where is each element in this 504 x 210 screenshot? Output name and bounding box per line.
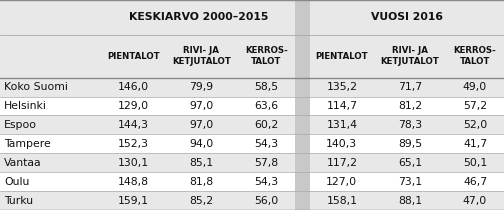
Bar [0, 0, 504, 35]
Text: 73,1: 73,1 [398, 177, 422, 187]
Text: 152,3: 152,3 [118, 139, 149, 149]
Bar [0, 191, 504, 210]
Text: 65,1: 65,1 [398, 158, 422, 168]
Text: PIENTALOT: PIENTALOT [107, 52, 160, 61]
Bar [0, 78, 504, 97]
Text: 89,5: 89,5 [398, 139, 422, 149]
Text: Helsinki: Helsinki [4, 101, 47, 111]
Text: 159,1: 159,1 [118, 196, 149, 206]
Text: 85,1: 85,1 [189, 158, 213, 168]
Text: 46,7: 46,7 [463, 177, 487, 187]
Text: Espoo: Espoo [4, 120, 37, 130]
Text: 57,8: 57,8 [255, 158, 279, 168]
Text: 148,8: 148,8 [118, 177, 149, 187]
Text: Vantaa: Vantaa [4, 158, 42, 168]
Bar [0, 97, 504, 116]
Text: KESKIARVO 2000–2015: KESKIARVO 2000–2015 [129, 12, 268, 22]
Text: 81,2: 81,2 [398, 101, 422, 111]
Text: 117,2: 117,2 [326, 158, 357, 168]
Text: 114,7: 114,7 [326, 101, 357, 111]
Text: 41,7: 41,7 [463, 139, 487, 149]
Text: 135,2: 135,2 [326, 82, 357, 92]
Text: 78,3: 78,3 [398, 120, 422, 130]
Bar [295, 191, 310, 210]
Text: 47,0: 47,0 [463, 196, 487, 206]
Text: 56,0: 56,0 [255, 196, 279, 206]
Text: 144,3: 144,3 [118, 120, 149, 130]
Bar [295, 134, 310, 153]
Bar [0, 134, 504, 153]
Text: 158,1: 158,1 [326, 196, 357, 206]
Text: Koko Suomi: Koko Suomi [4, 82, 68, 92]
Text: 146,0: 146,0 [117, 82, 149, 92]
Bar [0, 172, 504, 191]
Text: VUOSI 2016: VUOSI 2016 [371, 12, 443, 22]
Text: 52,0: 52,0 [463, 120, 487, 130]
Text: 97,0: 97,0 [189, 101, 213, 111]
Bar [295, 153, 310, 172]
Text: 88,1: 88,1 [398, 196, 422, 206]
Bar [295, 116, 310, 134]
Text: 71,7: 71,7 [398, 82, 422, 92]
Text: KERROS-
TALOT: KERROS- TALOT [245, 46, 288, 66]
Text: Tampere: Tampere [4, 139, 51, 149]
Text: Oulu: Oulu [4, 177, 29, 187]
Text: 81,8: 81,8 [189, 177, 213, 187]
Text: 54,3: 54,3 [255, 139, 279, 149]
Text: 60,2: 60,2 [255, 120, 279, 130]
Text: RIVI- JA
KETJUTALOT: RIVI- JA KETJUTALOT [172, 46, 231, 66]
Bar [295, 172, 310, 191]
Text: RIVI- JA
KETJUTALOT: RIVI- JA KETJUTALOT [381, 46, 439, 66]
Text: 49,0: 49,0 [463, 82, 487, 92]
Text: Turku: Turku [4, 196, 33, 206]
Bar [0, 35, 504, 78]
Text: 85,2: 85,2 [189, 196, 213, 206]
Text: 130,1: 130,1 [117, 158, 149, 168]
Text: 54,3: 54,3 [255, 177, 279, 187]
Bar [295, 0, 310, 210]
Bar [295, 78, 310, 97]
Text: 50,1: 50,1 [463, 158, 487, 168]
Bar [295, 97, 310, 116]
Text: 131,4: 131,4 [326, 120, 357, 130]
Text: KERROS-
TALOT: KERROS- TALOT [454, 46, 496, 66]
Text: 129,0: 129,0 [117, 101, 149, 111]
Text: PIENTALOT: PIENTALOT [316, 52, 368, 61]
Text: 57,2: 57,2 [463, 101, 487, 111]
Text: 97,0: 97,0 [189, 120, 213, 130]
Text: 94,0: 94,0 [189, 139, 213, 149]
Text: 140,3: 140,3 [326, 139, 357, 149]
Bar [0, 116, 504, 134]
Text: 63,6: 63,6 [255, 101, 279, 111]
Bar [0, 153, 504, 172]
Text: 127,0: 127,0 [326, 177, 357, 187]
Text: 58,5: 58,5 [255, 82, 279, 92]
Text: 79,9: 79,9 [189, 82, 213, 92]
